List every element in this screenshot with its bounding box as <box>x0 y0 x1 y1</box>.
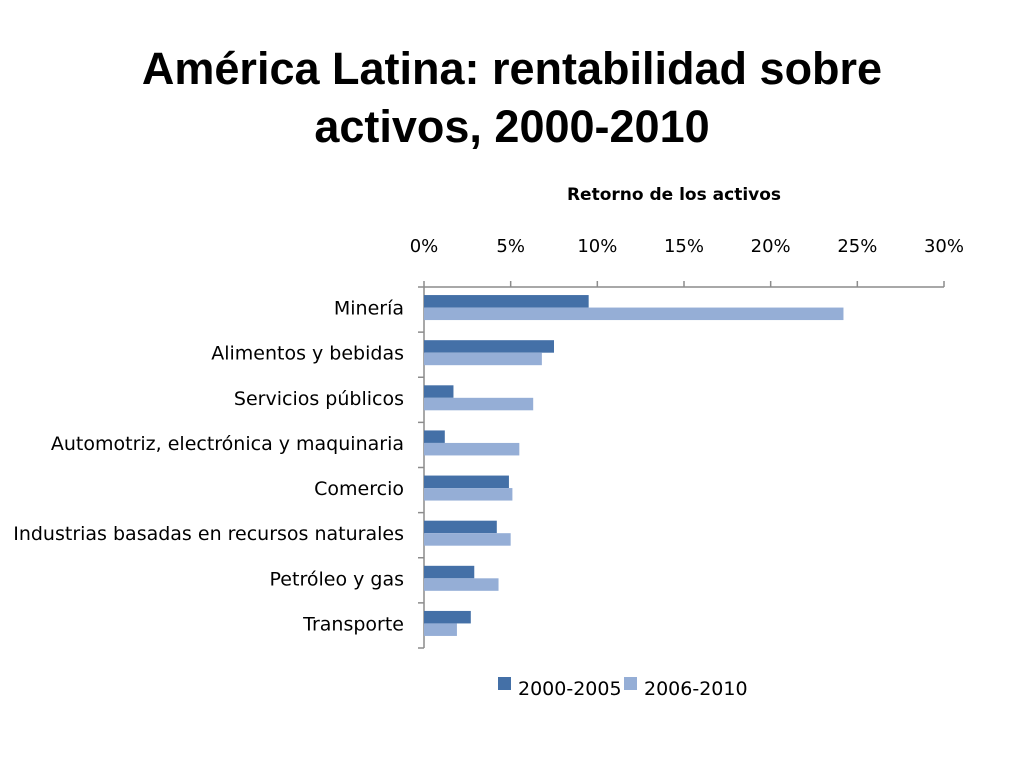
x-tick-label: 15% <box>664 236 704 257</box>
legend-swatch-2006-2010 <box>624 677 637 690</box>
x-axis: 0% 5% 10% 15% 20% 25% 30% <box>410 236 964 288</box>
legend: 2000-2005 2006-2010 <box>498 677 748 700</box>
category-label-transporte: Transporte <box>302 613 404 635</box>
bar-comercio-2006-2010 <box>424 488 513 501</box>
x-tick-label: 0% <box>410 236 439 257</box>
slide-title-line-1: América Latina: rentabilidad sobre <box>141 43 883 94</box>
bar-alimentos-y-bebidas-2006-2010 <box>424 352 542 366</box>
category-label-mineria: Minería <box>334 298 404 320</box>
x-tick-label: 5% <box>496 236 525 257</box>
bar-automotriz-electronica-y-maquinaria-2000-2005 <box>424 430 445 443</box>
bar-petroleo-y-gas-2006-2010 <box>424 578 499 591</box>
bars <box>424 295 844 636</box>
bar-automotriz-electronica-y-maquinaria-2006-2010 <box>424 442 520 456</box>
bar-transporte-2000-2005 <box>424 610 471 624</box>
bar-petroleo-y-gas-2000-2005 <box>424 565 475 579</box>
bar-servicios-publicos-2006-2010 <box>424 397 534 411</box>
category-label-automotriz-electronica-y-maquinaria: Automotriz, electrónica y maquinaria <box>51 433 404 455</box>
category-label-industrias-basadas-en-recursos-naturales: Industrias basadas en recursos naturales <box>13 523 404 545</box>
chart-title: Retorno de los activos <box>567 185 781 205</box>
category-label-petroleo-y-gas: Petróleo y gas <box>270 568 404 590</box>
x-tick-label: 30% <box>924 236 964 257</box>
category-label-comercio: Comercio <box>314 478 404 500</box>
bar-alimentos-y-bebidas-2000-2005 <box>424 340 554 353</box>
slide-title-line-2: activos, 2000-2010 <box>314 101 710 152</box>
legend-label-2000-2005: 2000-2005 <box>518 678 622 700</box>
bar-comercio-2000-2005 <box>424 475 509 489</box>
bar-industrias-basadas-en-recursos-naturales-2006-2010 <box>424 533 511 546</box>
bar-transporte-2006-2010 <box>424 623 457 636</box>
x-tick-label: 10% <box>577 236 617 257</box>
category-label-servicios-publicos: Servicios públicos <box>234 388 404 410</box>
bar-servicios-publicos-2000-2005 <box>424 385 454 398</box>
category-label-alimentos-y-bebidas: Alimentos y bebidas <box>211 343 404 365</box>
bar-mineria-2000-2005 <box>424 295 589 308</box>
x-tick-label: 25% <box>837 236 877 257</box>
bar-mineria-2006-2010 <box>424 307 844 321</box>
slide-title: América Latina: rentabilidad sobre activ… <box>0 40 1024 156</box>
bar-industrias-basadas-en-recursos-naturales-2000-2005 <box>424 520 497 534</box>
legend-swatch-2000-2005 <box>498 677 511 690</box>
legend-label-2006-2010: 2006-2010 <box>644 678 748 700</box>
x-tick-label: 20% <box>751 236 791 257</box>
y-axis: Minería Alimentos y bebidas Servicios públ… <box>13 286 425 649</box>
